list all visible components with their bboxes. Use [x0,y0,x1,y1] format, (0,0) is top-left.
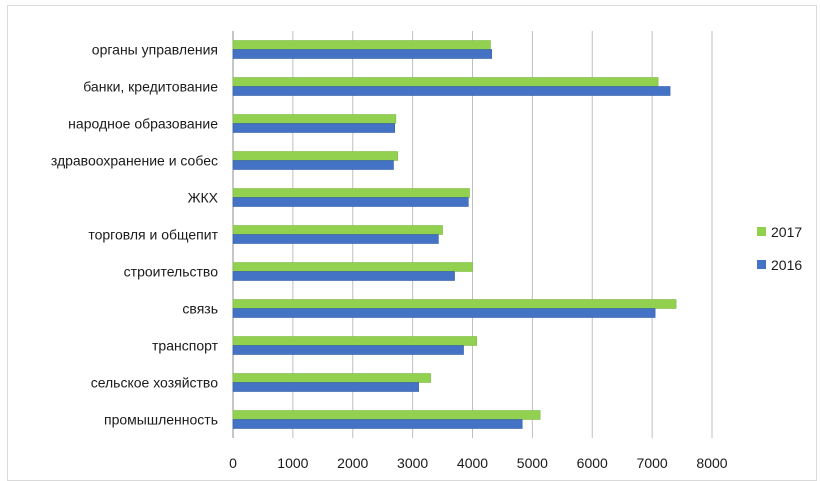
bar-2016-3 [232,123,395,133]
category-label: строительство [124,264,219,280]
bar-2017-10 [232,373,431,383]
x-tick-label: 0 [229,455,237,471]
bar-2017-6 [232,225,443,235]
legend-swatch-2017 [757,227,766,236]
bar-2017-7 [232,262,473,272]
bar-2017-4 [232,151,398,161]
bar-2017-1 [232,40,491,50]
bar-2017-8 [232,299,677,309]
category-label: народное образование [68,116,218,132]
x-tick-label: 3000 [397,455,428,471]
bar-2017-5 [232,188,470,198]
category-label: органы управления [92,42,218,58]
bar-2016-11 [232,419,523,429]
legend-label-2017: 2017 [771,224,802,240]
grid-layer [232,31,713,438]
category-label: транспорт [152,338,219,354]
category-label: связь [182,301,218,317]
x-tick-label: 6000 [577,455,608,471]
bar-2017-3 [232,114,397,124]
bar-2017-2 [232,77,659,87]
category-label: торговля и общепит [88,227,218,243]
x-axis-ticks: 0 1000 2000 3000 4000 5000 6000 7000 8000 [229,455,728,471]
bar-2016-10 [232,382,419,392]
legend-label-2016: 2016 [771,257,802,273]
category-label: банки, кредитование [83,79,218,95]
legend-swatch-2016 [757,260,766,269]
bar-2016-2 [232,86,671,96]
bar-2016-1 [232,49,492,59]
bar-2016-4 [232,160,394,170]
bar-layer [232,40,677,429]
bar-2016-6 [232,234,439,244]
category-label: сельское хозяйство [91,375,219,391]
category-label: ЖКХ [188,190,219,206]
x-tick-label: 2000 [337,455,368,471]
bar-2017-9 [232,336,477,346]
x-tick-label: 5000 [517,455,548,471]
x-tick-label: 1000 [277,455,308,471]
bar-2016-7 [232,271,455,281]
x-tick-label: 8000 [696,455,727,471]
category-label: промышленность [104,412,218,428]
bar-2017-11 [232,410,541,420]
bar-2016-9 [232,345,464,355]
category-label: здравоохранение и собес [51,153,218,169]
legend: 2017 2016 [757,224,802,273]
x-tick-label: 7000 [637,455,668,471]
bar-2016-5 [232,197,469,207]
category-labels: органы управления банки, кредитование наро… [51,42,219,428]
x-tick-label: 4000 [457,455,488,471]
bar-2016-8 [232,308,656,318]
